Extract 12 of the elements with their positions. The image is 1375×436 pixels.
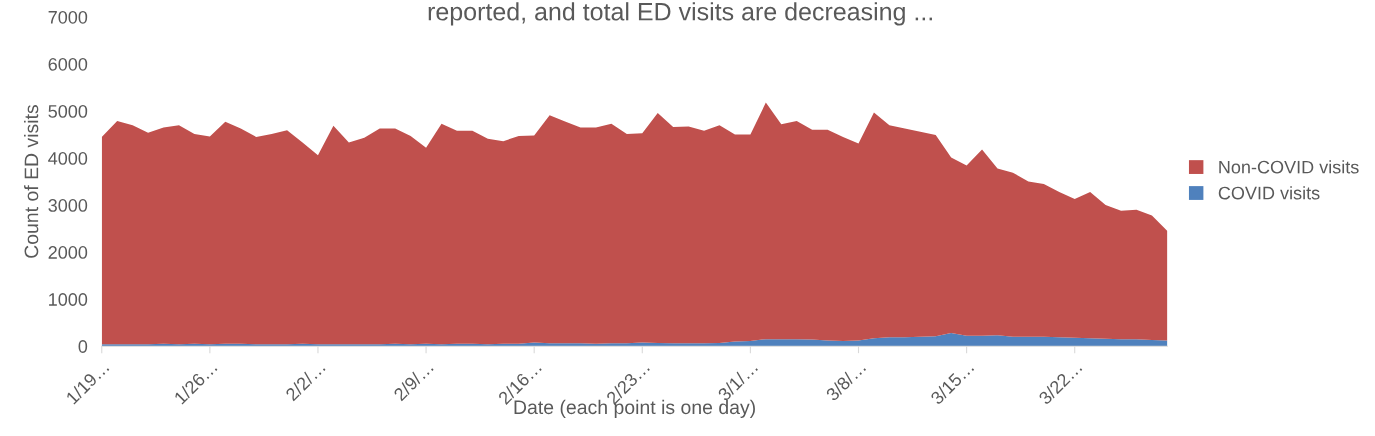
- y-tick-label: 0: [78, 340, 88, 353]
- y-tick-label: 3000: [48, 199, 88, 212]
- y-tick-label: 7000: [48, 10, 88, 24]
- y-tick-label: 6000: [48, 57, 88, 71]
- y-axis-title: Count of ED visits: [24, 105, 39, 258]
- legend-label: COVID visits: [1218, 186, 1320, 200]
- y-tick-label: 5000: [48, 104, 88, 118]
- chart-title: reported, and total ED visits are decreasing ...: [428, 2, 932, 26]
- y-tick-label: 4000: [48, 152, 88, 165]
- legend-label: Non-COVID visits: [1219, 160, 1359, 174]
- y-tick-label: 2000: [48, 246, 88, 259]
- y-tick-label: 1000: [49, 293, 88, 306]
